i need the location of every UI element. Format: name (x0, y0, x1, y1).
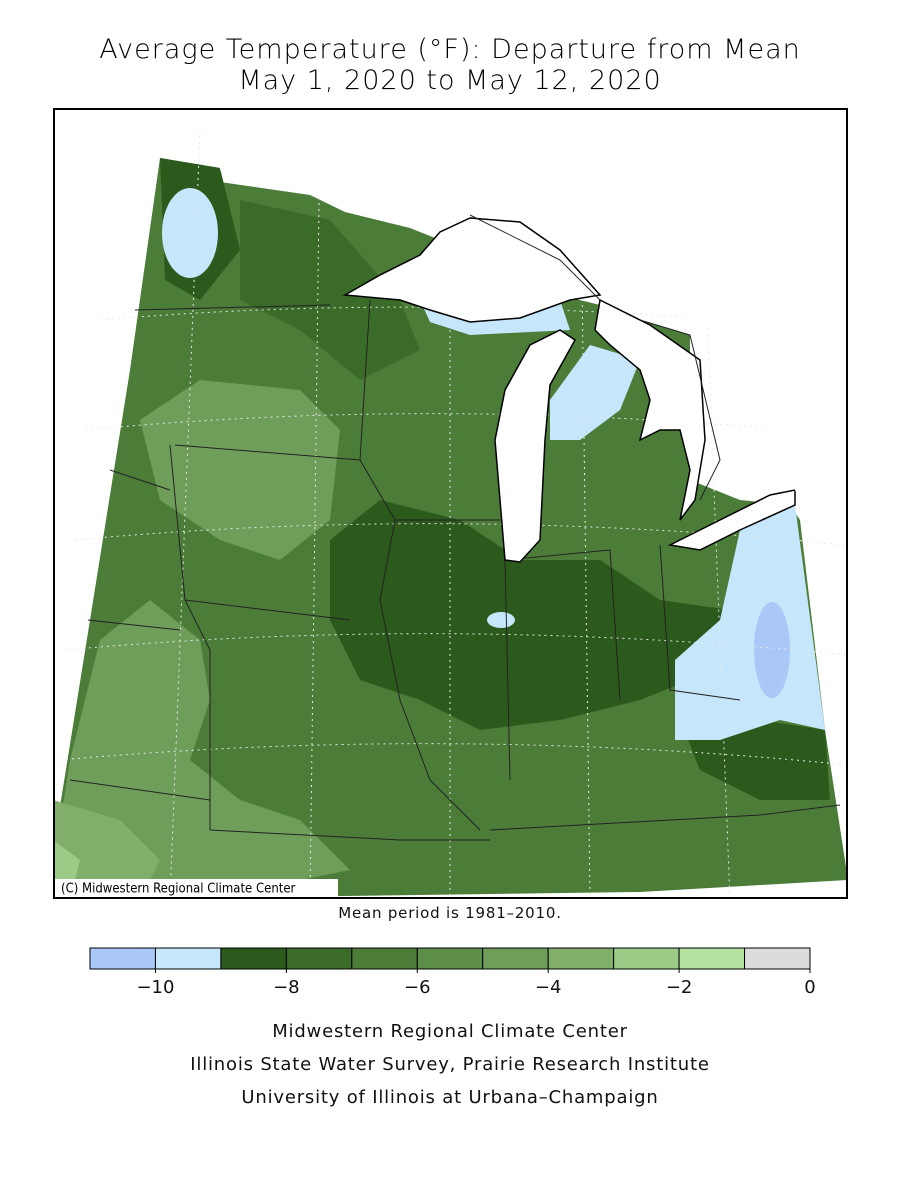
zone (54, 800, 160, 898)
credit-box (55, 879, 338, 897)
zone (140, 380, 340, 560)
lake (667, 489, 796, 551)
zone (240, 200, 420, 380)
lake (594, 298, 706, 521)
legend-swatch (220, 947, 287, 970)
zone (162, 188, 218, 278)
tick-label: −10 (136, 977, 174, 998)
border (469, 214, 721, 501)
map: (C) Midwestern Regional Climate Center (53, 108, 848, 899)
legend-swatch (285, 947, 353, 970)
land (220, 115, 847, 500)
zone (550, 345, 640, 440)
legend-swatch (154, 947, 222, 970)
credit: (C) Midwestern Regional Climate Center (61, 882, 296, 897)
zone (487, 612, 515, 628)
tick-label: −6 (404, 977, 431, 998)
zone (54, 600, 350, 898)
state-border (69, 299, 841, 841)
lake (494, 329, 576, 563)
legend-swatch (547, 947, 615, 970)
tick-label: −2 (666, 977, 693, 998)
tick-label: −4 (535, 977, 562, 998)
legend-swatch (89, 947, 156, 970)
zone (754, 602, 790, 698)
grid-line (59, 120, 847, 898)
zone (675, 505, 825, 740)
map-frame (53, 108, 848, 899)
note: Mean period is 1981–2010. (338, 904, 562, 922)
tick-label: 0 (804, 977, 815, 998)
legend: −10 −8 −6 −4 −2 0 (89, 947, 816, 998)
legend-swatch (744, 947, 811, 970)
footer-line: Midwestern Regional Climate Center (272, 1021, 628, 1042)
zone (330, 500, 740, 730)
legend-swatch (416, 947, 484, 970)
legend-swatch (482, 947, 549, 970)
legend-swatch (351, 947, 418, 970)
footer-line: Illinois State Water Survey, Prairie Res… (190, 1054, 709, 1075)
legend-swatch (678, 947, 746, 970)
footer-line: University of Illinois at Urbana–Champai… (241, 1087, 658, 1108)
subtitle: May 1, 2020 to May 12, 2020 (238, 65, 661, 96)
title: Average Temperature (°F): Departure from… (99, 34, 800, 65)
tick-label: −8 (273, 977, 300, 998)
legend-swatch (613, 947, 680, 970)
lake (342, 217, 602, 323)
